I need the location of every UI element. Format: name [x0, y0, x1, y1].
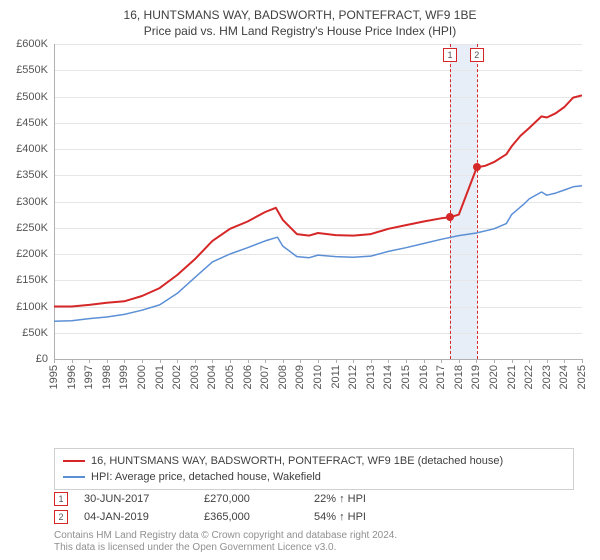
x-tick-label: 2004: [206, 365, 218, 389]
x-tick-label: 2021: [506, 365, 518, 389]
y-tick-label: £0: [4, 353, 48, 365]
y-tick-label: £150K: [4, 274, 48, 286]
sale-point: [473, 163, 481, 171]
footer-line-1: Contains HM Land Registry data © Crown c…: [54, 530, 397, 542]
legend-item: HPI: Average price, detached house, Wake…: [63, 469, 565, 485]
x-tick-label: 1995: [48, 365, 60, 389]
y-tick-label: £600K: [4, 38, 48, 50]
legend-label: HPI: Average price, detached house, Wake…: [91, 471, 321, 483]
legend: 16, HUNTSMANS WAY, BADSWORTH, PONTEFRACT…: [54, 448, 574, 490]
x-tick-label: 1999: [118, 365, 130, 389]
legend-item: 16, HUNTSMANS WAY, BADSWORTH, PONTEFRACT…: [63, 453, 565, 469]
x-tick-label: 2024: [558, 365, 570, 389]
series-svg: [54, 44, 582, 359]
x-tick-label: 2011: [330, 365, 342, 389]
sales-date: 04-JAN-2019: [84, 511, 204, 523]
footer-attribution: Contains HM Land Registry data © Crown c…: [54, 530, 397, 554]
x-tick-label: 2014: [382, 365, 394, 389]
x-tick-label: 1998: [101, 365, 113, 389]
series-hpi: [54, 186, 582, 321]
sale-point: [446, 213, 454, 221]
sales-price: £365,000: [204, 511, 314, 523]
sales-row: 1 30-JUN-2017£270,00022% ↑ HPI: [54, 490, 434, 508]
sales-date: 30-JUN-2017: [84, 493, 204, 505]
x-tick: [582, 359, 583, 363]
x-axis: [54, 359, 582, 360]
x-tick-label: 2009: [294, 365, 306, 389]
sale-marker-1: 1: [443, 48, 457, 62]
x-tick-label: 2002: [171, 365, 183, 389]
chart-area: £0 £50K £100K £150K £200K £250K £300K £350K £400…: [0, 44, 600, 404]
x-tick-label: 2016: [418, 365, 430, 389]
x-tick-label: 2017: [435, 365, 447, 389]
sale-marker-2: 2: [470, 48, 484, 62]
chart-subtitle: Price paid vs. HM Land Registry's House …: [0, 24, 600, 44]
plot-area: £0£50K£100K£150K£200K£250K£300K£350K£400…: [54, 44, 582, 359]
x-tick-label: 2000: [136, 365, 148, 389]
x-tick-label: 2018: [453, 365, 465, 389]
y-tick-label: £50K: [4, 327, 48, 339]
x-tick-label: 2012: [347, 365, 359, 389]
y-tick-label: £400K: [4, 143, 48, 155]
x-tick-label: 2013: [365, 365, 377, 389]
y-tick-label: £100K: [4, 301, 48, 313]
legend-swatch: [63, 460, 85, 462]
x-tick-label: 2007: [259, 365, 271, 389]
x-tick-label: 2008: [277, 365, 289, 389]
y-tick-label: £350K: [4, 169, 48, 181]
x-tick-label: 2022: [523, 365, 535, 389]
x-tick-label: 2005: [224, 365, 236, 389]
sales-marker: 2: [54, 510, 68, 524]
sales-price: £270,000: [204, 493, 314, 505]
sales-row: 2 04-JAN-2019£365,00054% ↑ HPI: [54, 508, 434, 526]
legend-label: 16, HUNTSMANS WAY, BADSWORTH, PONTEFRACT…: [91, 455, 503, 467]
x-tick-label: 2006: [242, 365, 254, 389]
series-property: [54, 95, 582, 306]
y-tick-label: £550K: [4, 64, 48, 76]
sales-diff: 22% ↑ HPI: [314, 493, 434, 505]
y-tick-label: £250K: [4, 222, 48, 234]
y-tick-label: £450K: [4, 117, 48, 129]
chart-title: 16, HUNTSMANS WAY, BADSWORTH, PONTEFRACT…: [0, 0, 600, 24]
y-tick-label: £500K: [4, 91, 48, 103]
x-tick-label: 1996: [66, 365, 78, 389]
x-tick-label: 2019: [470, 365, 482, 389]
sales-table: 1 30-JUN-2017£270,00022% ↑ HPI 2 04-JAN-201…: [54, 490, 434, 526]
y-tick-label: £300K: [4, 196, 48, 208]
legend-swatch: [63, 476, 85, 478]
x-tick-label: 1997: [83, 365, 95, 389]
sales-diff: 54% ↑ HPI: [314, 511, 434, 523]
chart-container: 16, HUNTSMANS WAY, BADSWORTH, PONTEFRACT…: [0, 0, 600, 560]
sales-marker: 1: [54, 492, 68, 506]
x-tick-label: 2001: [154, 365, 166, 389]
x-tick-label: 2010: [312, 365, 324, 389]
x-tick-label: 2015: [400, 365, 412, 389]
footer-line-2: This data is licensed under the Open Gov…: [54, 542, 397, 554]
x-tick-label: 2025: [576, 365, 588, 389]
x-tick-label: 2003: [189, 365, 201, 389]
x-tick-label: 2020: [488, 365, 500, 389]
y-tick-label: £200K: [4, 248, 48, 260]
x-tick-label: 2023: [541, 365, 553, 389]
